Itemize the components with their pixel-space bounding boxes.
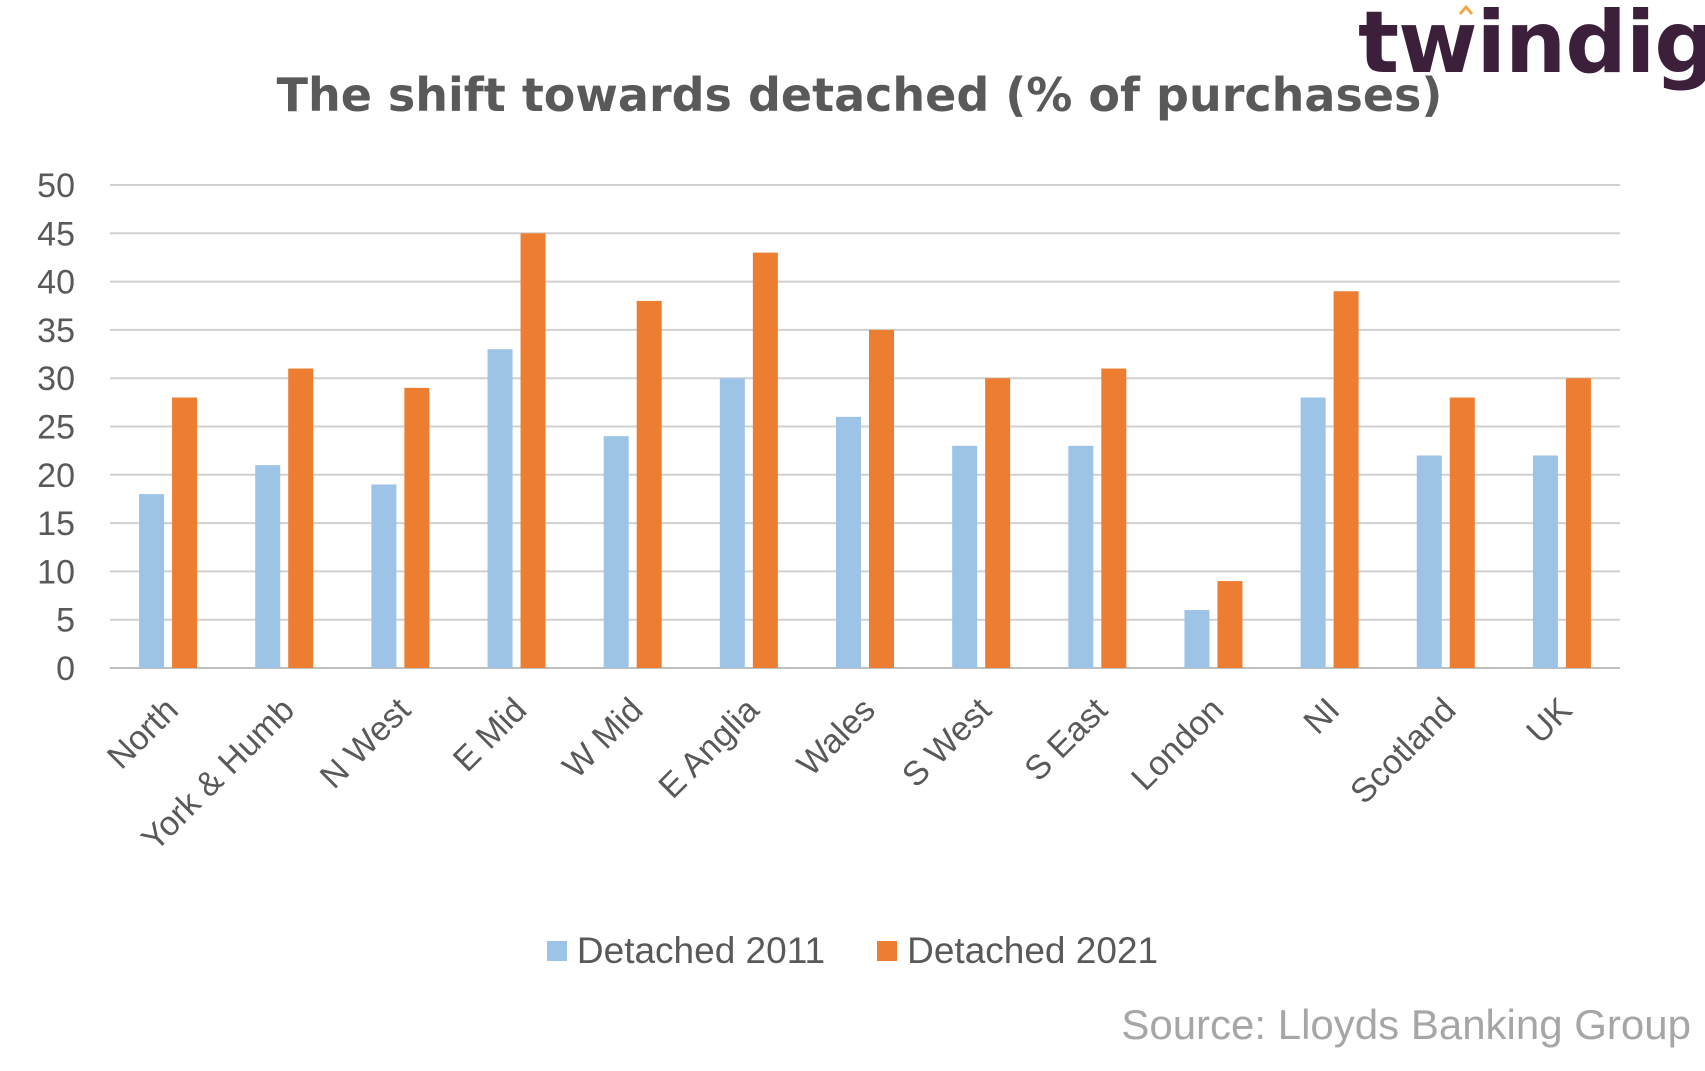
x-tick-label: S East [1017,690,1115,788]
x-tick-label: Scotland [1343,691,1463,811]
bar-2021-wales [869,329,894,668]
bar-2021-london [1217,581,1243,668]
chart-legend: Detached 2011 Detached 2021 [0,930,1705,972]
legend-swatch [877,941,898,961]
legend-item: Detached 2021 [877,930,1158,972]
y-tick-label: 35 [37,312,75,350]
x-tick-label: North [100,691,186,777]
bar-2021-scotland [1449,397,1475,668]
y-tick-label: 45 [37,215,75,253]
bar-2011-e-mid [487,349,513,668]
legend-label: Detached 2011 [576,930,826,971]
x-tick-label: Wales [790,691,883,784]
bar-2011-wales [836,416,861,668]
twindig-logo: twindig [1358,0,1705,93]
bar-2011-s-west [952,445,978,668]
x-tick-label: W Mid [555,691,650,786]
bar-2021-s-east [1101,368,1127,668]
bar-2021-w-mid [636,300,662,668]
y-tick-label: 5 [56,602,75,640]
bar-2011-scotland [1416,455,1442,668]
y-tick-label: 25 [37,409,75,447]
bar-2021-e-mid [520,233,546,669]
bar-2011-w-mid [603,436,629,668]
x-tick-label: London [1124,691,1231,798]
bar-2011-london [1184,610,1210,668]
bar-2011-n-west [371,484,397,668]
y-tick-label: 10 [37,553,75,591]
bar-2011-york-humb [255,465,281,668]
y-tick-label: 0 [56,650,75,688]
y-tick-label: 20 [37,457,75,495]
x-tick-label: UK [1519,691,1579,751]
bar-2021-york-humb [288,368,314,668]
bar-2011-north [139,494,165,668]
legend-label: Detached 2021 [907,930,1159,971]
chart-title: The shift towards detached (% of purchas… [276,68,1443,122]
y-tick-label: 15 [37,505,75,543]
x-tick-label: E Mid [446,691,534,779]
bar-2021-e-anglia [752,252,778,668]
bar-2011-e-anglia [719,378,745,668]
x-tick-label: S West [895,690,999,794]
bar-2021-uk [1565,378,1591,668]
x-tick-label: N West [313,690,419,796]
bar-2011-uk [1532,455,1558,668]
logo-chevron-icon [1458,4,1474,15]
y-tick-label: 40 [37,264,75,302]
y-tick-label: 50 [37,167,75,205]
bar-2021-n-west [404,387,430,668]
legend-swatch [546,941,567,961]
y-tick-label: 30 [37,360,75,398]
bar-2011-ni [1300,397,1326,668]
bar-2011-s-east [1068,445,1094,668]
bar-2021-ni [1333,291,1359,668]
x-tick-label: E Anglia [651,691,766,806]
source-note: Source: Lloyds Banking Group [1121,1001,1691,1048]
legend-item: Detached 2011 [546,930,826,972]
bar-2021-north [172,397,198,668]
x-tick-label: NI [1296,691,1347,742]
bar-2021-s-west [985,378,1011,668]
